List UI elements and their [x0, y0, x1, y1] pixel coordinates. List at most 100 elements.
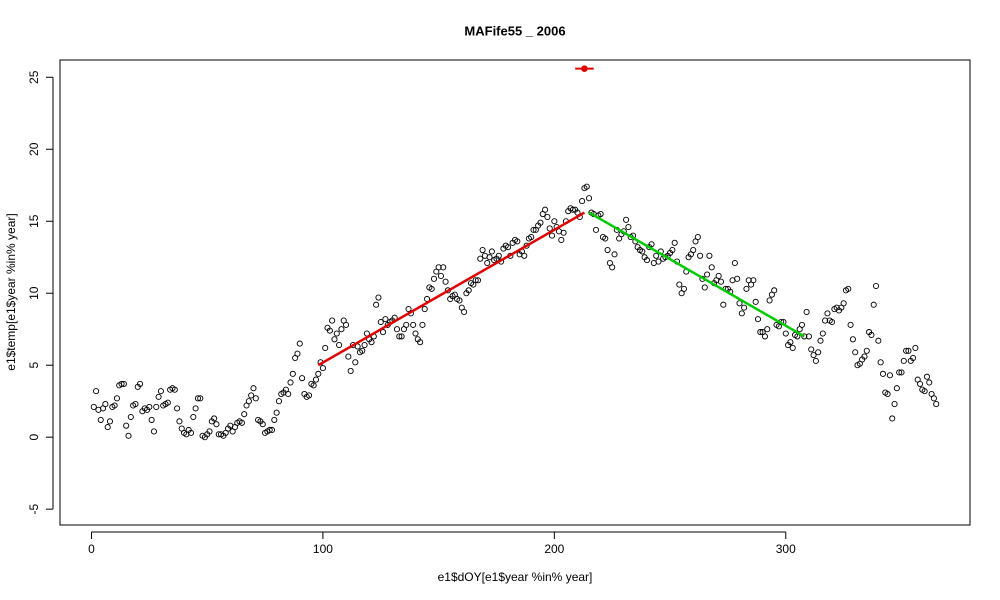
- data-point: [352, 359, 359, 366]
- data-point: [812, 357, 819, 364]
- data-point: [528, 234, 535, 241]
- data-point: [861, 353, 868, 360]
- data-point: [586, 195, 593, 202]
- data-point: [171, 386, 178, 393]
- data-point: [456, 297, 463, 304]
- data-point: [111, 402, 118, 409]
- data-point: [921, 388, 928, 395]
- data-point: [653, 252, 660, 259]
- data-point: [206, 428, 213, 435]
- x-tick-label: 200: [544, 542, 564, 556]
- data-point: [319, 365, 326, 372]
- x-axis-label: e1$dOY[e1$year %in% year]: [438, 570, 593, 584]
- data-point: [310, 382, 317, 389]
- data-point: [398, 333, 405, 340]
- data-point: [840, 300, 847, 307]
- data-point: [396, 333, 403, 340]
- data-point: [275, 398, 282, 405]
- data-point: [120, 380, 127, 387]
- data-point: [889, 415, 896, 422]
- data-point: [259, 421, 266, 428]
- data-point: [542, 206, 549, 213]
- data-point: [546, 225, 553, 232]
- data-point: [766, 297, 773, 304]
- data-point: [900, 357, 907, 364]
- data-point: [738, 310, 745, 317]
- data-point: [248, 392, 255, 399]
- data-point: [252, 395, 259, 402]
- fit-line: [588, 211, 805, 338]
- data-point: [822, 317, 829, 324]
- data-point: [706, 252, 713, 259]
- data-point: [118, 380, 125, 387]
- data-point: [176, 418, 183, 425]
- data-point: [90, 403, 97, 411]
- data-point: [805, 333, 812, 340]
- data-point: [250, 385, 257, 392]
- data-point: [884, 390, 891, 398]
- data-point: [294, 350, 301, 357]
- data-point: [132, 401, 139, 408]
- data-point: [345, 353, 352, 360]
- data-point: [93, 388, 100, 395]
- data-point: [271, 416, 278, 423]
- data-point: [845, 285, 852, 292]
- data-point: [847, 321, 854, 328]
- data-point: [190, 413, 197, 421]
- y-axis-label: e1$temp[e1$year %in% year]: [4, 213, 18, 370]
- data-point: [752, 298, 759, 305]
- data-point: [817, 337, 824, 344]
- data-point: [333, 330, 340, 337]
- data-point: [569, 206, 576, 213]
- y-tick-label: -5: [27, 504, 41, 515]
- data-point: [359, 347, 366, 354]
- data-point: [930, 395, 937, 402]
- data-point: [764, 326, 771, 333]
- data-point: [754, 316, 762, 323]
- data-point: [717, 278, 725, 285]
- data-point: [266, 426, 273, 434]
- data-point: [484, 259, 491, 267]
- data-point: [808, 346, 815, 353]
- data-point: [875, 337, 882, 344]
- data-point: [625, 223, 632, 231]
- y-tick-label: 15: [27, 214, 41, 228]
- data-point: [926, 379, 933, 386]
- data-point: [268, 426, 276, 434]
- data-point: [157, 388, 164, 395]
- plot-box: [59, 59, 971, 526]
- data-point: [912, 344, 919, 351]
- data-point: [440, 264, 447, 271]
- data-point: [410, 321, 417, 328]
- data-point: [750, 277, 757, 284]
- data-point: [611, 251, 618, 258]
- data-point: [285, 390, 292, 398]
- x-tick-label: 300: [776, 542, 796, 556]
- data-point: [419, 321, 426, 328]
- data-point: [343, 321, 350, 328]
- data-point: [442, 278, 449, 285]
- y-tick-label: 20: [27, 142, 41, 156]
- data-point: [412, 330, 419, 337]
- data-point: [923, 373, 931, 380]
- data-point: [299, 375, 306, 382]
- data-point: [336, 341, 343, 349]
- data-point: [720, 301, 727, 308]
- data-point: [734, 275, 741, 282]
- data-point: [495, 252, 502, 259]
- data-point: [113, 395, 120, 402]
- data-point: [933, 401, 940, 408]
- data-point: [417, 339, 424, 346]
- data-point: [211, 415, 218, 422]
- data-point: [583, 183, 590, 190]
- data-point: [910, 354, 917, 362]
- data-point: [373, 301, 380, 308]
- data-point: [347, 367, 354, 375]
- data-point: [669, 246, 676, 254]
- data-point: [435, 264, 442, 271]
- data-point: [472, 277, 479, 284]
- data-point: [331, 336, 338, 343]
- data-point: [382, 316, 389, 323]
- data-point: [197, 395, 204, 402]
- data-point: [245, 398, 252, 405]
